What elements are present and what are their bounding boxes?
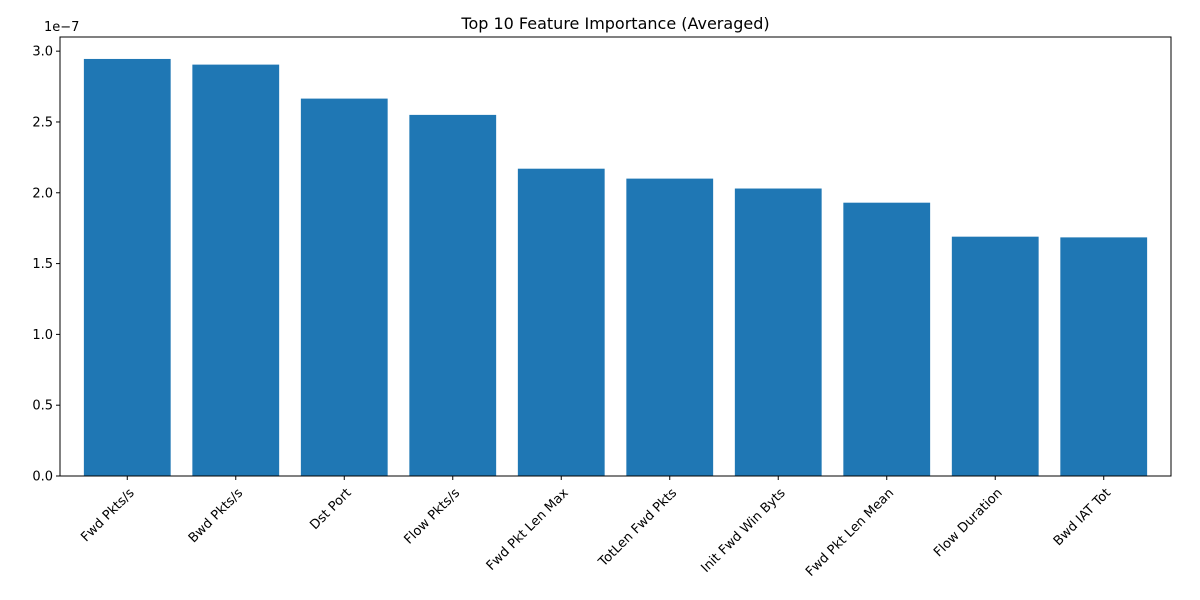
chart-title: Top 10 Feature Importance (Averaged)	[460, 14, 769, 33]
y-tick-label: 1.0	[32, 328, 53, 343]
x-tick-label: Bwd IAT Tot	[1051, 486, 1114, 549]
x-tick-label: Fwd Pkts/s	[78, 486, 137, 545]
bars-group	[83, 58, 1148, 477]
bar-6	[626, 178, 714, 476]
x-tick-label: Fwd Pkt Len Mean	[803, 486, 897, 580]
x-tick-label: Dst Port	[307, 486, 354, 533]
x-tick-label: Init Fwd Win Byts	[698, 486, 788, 576]
x-tick-label: Fwd Pkt Len Max	[484, 486, 572, 574]
x-tick-label: TotLen Fwd Pkts	[595, 486, 680, 571]
y-tick-label: 0.5	[32, 399, 53, 414]
x-tick-label: Bwd Pkts/s	[186, 486, 246, 546]
bar-1	[83, 58, 171, 476]
bar-2	[192, 64, 280, 477]
bar-7	[734, 188, 822, 476]
x-tick-label: Flow Duration	[931, 486, 1005, 560]
x-tick-label: Flow Pkts/s	[401, 486, 463, 548]
bar-3	[300, 98, 388, 476]
y-tick-label: 1.5	[32, 257, 53, 272]
y-axis: 0.0 0.5 1.0 1.5 2.0 2.5 3.0	[32, 45, 60, 485]
x-axis: Fwd Pkts/s Bwd Pkts/s Dst Port Flow Pkts/s F…	[78, 476, 1114, 580]
bar-5	[517, 168, 605, 476]
y-tick-label: 3.0	[32, 45, 53, 60]
y-tick-label: 2.5	[32, 115, 53, 130]
bar-10	[1060, 237, 1148, 476]
y-tick-label: 0.0	[32, 470, 53, 485]
y-axis-scale-label: 1e−7	[44, 20, 79, 35]
bar-4	[409, 114, 497, 477]
y-tick-label: 2.0	[32, 186, 53, 201]
plot-frame	[59, 36, 1172, 477]
bar-9	[951, 236, 1039, 476]
bar-8	[843, 202, 931, 476]
